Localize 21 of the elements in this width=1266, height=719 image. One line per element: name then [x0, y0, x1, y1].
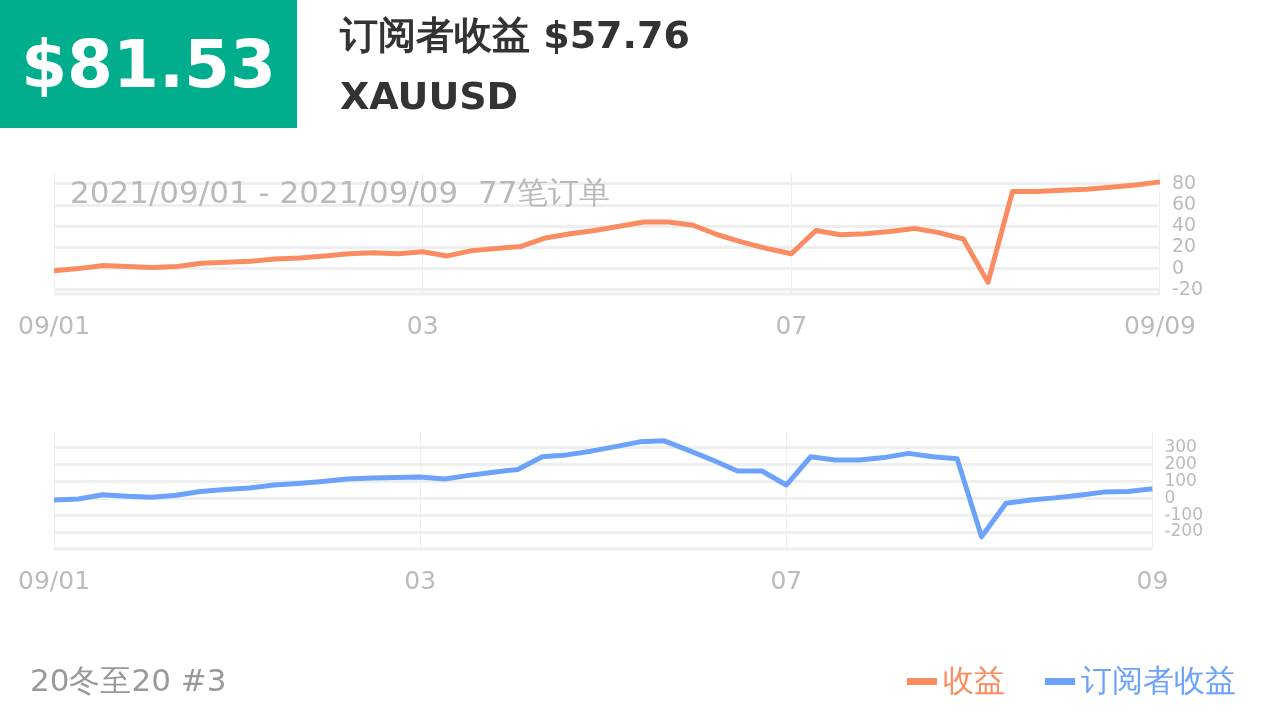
x-tick-label: 07 — [775, 310, 808, 340]
y-tick-label: 0 — [1171, 255, 1185, 278]
chart-subtitle: XAUUSD — [340, 74, 519, 118]
x-tick-label: 09 — [1136, 565, 1169, 595]
x-tick-label: 09/01 — [18, 565, 91, 595]
chart-title: 订阅者收益 $57.76 — [340, 12, 690, 59]
x-tick-label: 03 — [404, 565, 437, 595]
annotation: 2021/09/01 - 2021/09/09 77笔订单 — [70, 173, 611, 212]
y-tick-label: 80 — [1171, 170, 1197, 193]
text: $81.53 — [0, 0, 297, 128]
legend-label: 订阅者收益 — [1081, 661, 1236, 700]
x-tick-label: 03 — [406, 310, 439, 340]
y-tick-label: 40 — [1171, 213, 1197, 236]
x-tick-label: 07 — [770, 565, 803, 595]
y-tick-label: 20 — [1171, 234, 1197, 257]
legend-label: 收益 — [943, 661, 1005, 700]
y-tick-label: 60 — [1171, 192, 1197, 215]
text: 20冬至20 #3 — [30, 661, 227, 700]
x-tick-label: 09/01 — [18, 310, 91, 340]
x-tick-label: 09/09 — [1123, 310, 1196, 340]
y-tick-label: -20 — [1171, 276, 1204, 299]
